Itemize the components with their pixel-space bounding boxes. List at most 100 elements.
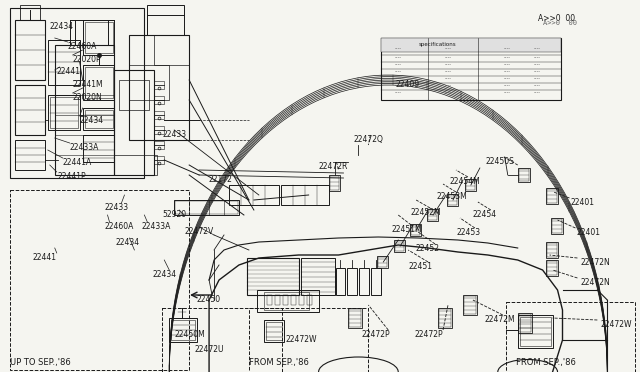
- Text: 22401: 22401: [577, 228, 600, 237]
- Text: A>>0  00: A>>0 00: [538, 14, 575, 23]
- Bar: [518, 313, 532, 333]
- Text: 22451: 22451: [408, 262, 432, 271]
- Text: 22453: 22453: [457, 228, 481, 237]
- Bar: [299, 295, 303, 305]
- Bar: [75, 20, 108, 45]
- Bar: [547, 189, 557, 203]
- Bar: [154, 96, 164, 104]
- Bar: [545, 242, 557, 258]
- Text: 22441P: 22441P: [58, 172, 86, 181]
- Bar: [466, 180, 475, 190]
- Text: 22441: 22441: [33, 253, 57, 262]
- Text: FROM SEP.,'86: FROM SEP.,'86: [516, 358, 575, 367]
- Text: 22433: 22433: [104, 203, 129, 212]
- Text: ----: ----: [395, 70, 402, 74]
- Text: ----: ----: [504, 62, 511, 67]
- Text: ----: ----: [504, 70, 511, 74]
- Text: ----: ----: [395, 62, 402, 67]
- Text: 22433: 22433: [163, 130, 186, 139]
- Bar: [518, 314, 531, 332]
- Bar: [547, 261, 557, 275]
- Text: ----: ----: [534, 83, 541, 89]
- Bar: [257, 290, 319, 312]
- Text: 22020N: 22020N: [73, 93, 102, 102]
- Bar: [545, 260, 557, 276]
- Bar: [154, 111, 164, 119]
- Text: ----: ----: [504, 55, 511, 61]
- Bar: [154, 35, 189, 65]
- Text: 22472R: 22472R: [319, 162, 348, 171]
- Text: 22434: 22434: [50, 22, 74, 31]
- Bar: [50, 97, 77, 128]
- Bar: [175, 201, 238, 214]
- Text: ----: ----: [445, 70, 451, 74]
- Bar: [381, 38, 561, 100]
- Text: ----: ----: [504, 83, 511, 89]
- Bar: [154, 141, 164, 149]
- Text: 22460A: 22460A: [68, 42, 97, 51]
- Bar: [147, 5, 184, 35]
- Bar: [55, 45, 115, 175]
- Text: A>>0  00: A>>0 00: [543, 20, 577, 26]
- Bar: [394, 240, 405, 252]
- Bar: [264, 320, 284, 342]
- Bar: [335, 268, 346, 295]
- Bar: [378, 256, 388, 268]
- Text: 22472P: 22472P: [362, 330, 390, 339]
- Text: ----: ----: [534, 70, 541, 74]
- Text: ----: ----: [445, 55, 451, 61]
- Bar: [520, 317, 550, 346]
- Text: ----: ----: [445, 46, 451, 51]
- Text: 22172: 22172: [208, 175, 232, 184]
- Text: 22453M: 22453M: [436, 192, 467, 201]
- Bar: [281, 185, 328, 205]
- Bar: [438, 308, 452, 328]
- Text: ----: ----: [534, 90, 541, 96]
- Bar: [447, 194, 458, 206]
- Text: ----: ----: [504, 46, 511, 51]
- Bar: [547, 243, 557, 257]
- Bar: [378, 257, 387, 267]
- Text: 22450: 22450: [196, 295, 220, 304]
- Text: ----: ----: [534, 77, 541, 81]
- Text: 22441: 22441: [57, 67, 81, 76]
- Bar: [154, 156, 164, 164]
- Bar: [349, 309, 362, 327]
- Bar: [330, 176, 339, 190]
- Bar: [463, 295, 477, 315]
- Bar: [174, 200, 239, 215]
- Bar: [115, 70, 154, 175]
- Text: 22472P: 22472P: [414, 330, 443, 339]
- Text: 22472V: 22472V: [184, 227, 213, 236]
- Text: 52920: 52920: [163, 210, 186, 219]
- Bar: [465, 179, 476, 191]
- Bar: [448, 195, 457, 205]
- Text: 22434: 22434: [115, 238, 140, 247]
- Text: 22460A: 22460A: [104, 222, 134, 231]
- Text: 22452M: 22452M: [410, 208, 441, 217]
- Bar: [15, 140, 45, 170]
- Text: ----: ----: [395, 90, 402, 96]
- Bar: [154, 126, 164, 134]
- Text: 22401: 22401: [570, 198, 595, 207]
- Bar: [266, 322, 282, 340]
- Bar: [428, 210, 437, 220]
- Text: 22454M: 22454M: [449, 177, 480, 186]
- Text: 22409: 22409: [396, 80, 419, 89]
- Bar: [275, 295, 280, 305]
- Text: 22020P: 22020P: [73, 55, 101, 64]
- Text: ----: ----: [395, 55, 402, 61]
- Bar: [550, 218, 563, 234]
- Text: 22433A: 22433A: [141, 222, 171, 231]
- Text: 22472W: 22472W: [285, 335, 317, 344]
- Bar: [291, 295, 296, 305]
- Text: 22472N: 22472N: [580, 278, 610, 287]
- Text: 22450M: 22450M: [174, 330, 205, 339]
- Bar: [328, 175, 340, 191]
- Text: ----: ----: [445, 62, 451, 67]
- Bar: [10, 190, 189, 370]
- Bar: [381, 38, 561, 52]
- Bar: [411, 225, 420, 235]
- Text: 22450S: 22450S: [486, 157, 515, 166]
- Bar: [15, 20, 45, 80]
